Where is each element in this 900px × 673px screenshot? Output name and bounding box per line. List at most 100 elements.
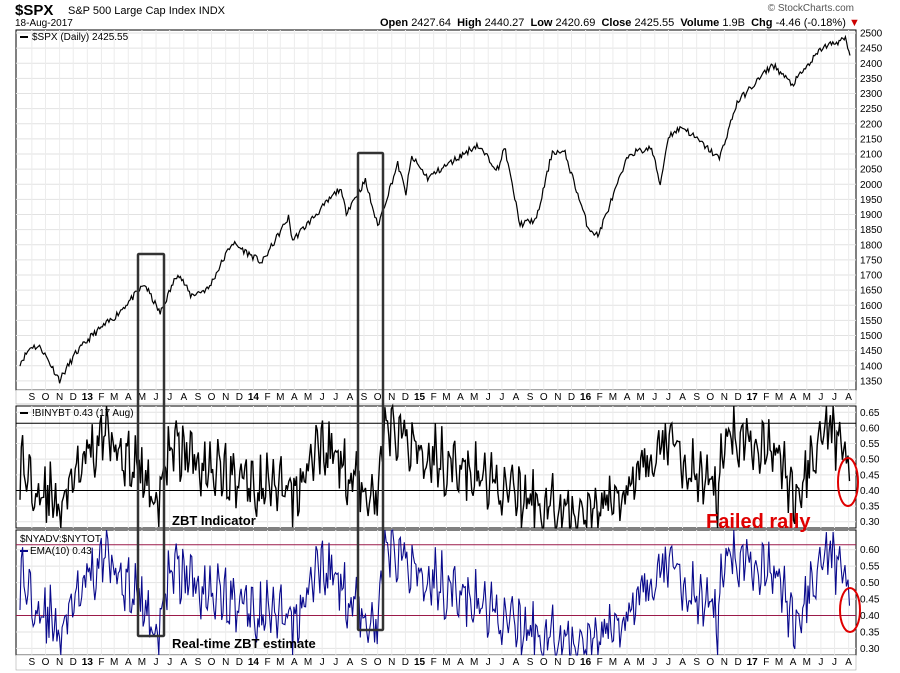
x-tick-label: O <box>208 392 216 403</box>
y-tick-label: 2150 <box>860 134 883 145</box>
x-tick-label: 14 <box>248 657 260 668</box>
x-tick-label: O <box>208 657 216 668</box>
x-tick-label: M <box>138 392 146 403</box>
y-tick-label: 2450 <box>860 44 883 55</box>
x-tick-label: D <box>568 657 575 668</box>
x-tick-label: F <box>98 392 104 403</box>
x-tick-label: A <box>347 657 354 668</box>
y-tick-label: 0.30 <box>860 644 880 655</box>
high-value: 2440.27 <box>484 17 525 29</box>
x-tick-label: A <box>790 657 797 668</box>
x-tick-label: J <box>666 657 671 668</box>
zbt-legend: !BINYBT 0.43 (17 Aug) <box>20 408 134 419</box>
low-value: 2420.69 <box>555 17 596 29</box>
x-tick-label: F <box>763 657 769 668</box>
x-tick-label: F <box>98 657 104 668</box>
x-tick-label: A <box>291 657 298 668</box>
y-tick-label: 1400 <box>860 361 883 372</box>
volume-label: Volume <box>680 17 720 29</box>
estimate-legend-text: EMA(10) 0.43 <box>30 546 92 557</box>
x-tick-label: M <box>803 657 811 668</box>
x-tick-label: N <box>721 657 728 668</box>
x-tick-label: M <box>803 392 811 403</box>
close-label: Close <box>601 17 632 29</box>
x-tick-label: A <box>790 392 797 403</box>
y-tick-label: 0.35 <box>860 502 880 513</box>
y-tick-label: 0.50 <box>860 578 880 589</box>
y-tick-label: 1700 <box>860 271 883 282</box>
x-tick-label: M <box>276 392 284 403</box>
y-tick-label: 0.45 <box>860 470 880 481</box>
x-tick-label: A <box>513 657 520 668</box>
x-tick-label: M <box>110 657 118 668</box>
y-tick-label: 2500 <box>860 29 883 40</box>
x-tick-label: S <box>527 392 534 403</box>
y-tick-label: 0.45 <box>860 595 880 606</box>
highlight-box-1 <box>136 252 166 638</box>
y-tick-label: 1500 <box>860 331 883 342</box>
x-tick-label: J <box>154 657 159 668</box>
x-tick-label: A <box>679 392 686 403</box>
x-tick-label: J <box>167 657 172 668</box>
close-value: 2425.55 <box>634 17 675 29</box>
month-strip <box>15 654 857 671</box>
failed-rally-circle-1 <box>837 457 859 507</box>
x-tick-label: J <box>333 392 338 403</box>
x-tick-label: J <box>818 657 823 668</box>
x-tick-label: S <box>361 657 368 668</box>
x-tick-label: M <box>442 657 450 668</box>
x-tick-label: F <box>597 657 603 668</box>
y-tick-label: 0.60 <box>860 423 880 434</box>
x-tick-label: J <box>320 392 325 403</box>
x-tick-label: F <box>264 392 270 403</box>
x-tick-label: S <box>693 657 700 668</box>
x-tick-label: 16 <box>580 657 592 668</box>
x-tick-label: D <box>236 392 243 403</box>
highlight-box-2 <box>356 151 385 632</box>
x-tick-label: D <box>734 657 741 668</box>
x-tick-label: M <box>775 392 783 403</box>
x-tick-label: J <box>832 657 837 668</box>
x-tick-label: D <box>236 657 243 668</box>
zbt-legend-text: !BINYBT 0.43 (17 Aug) <box>32 408 134 419</box>
x-tick-label: M <box>276 657 284 668</box>
x-tick-label: M <box>609 392 617 403</box>
x-tick-label: N <box>56 392 63 403</box>
y-tick-label: 0.65 <box>860 408 880 419</box>
x-tick-label: F <box>763 392 769 403</box>
x-tick-label: M <box>637 392 645 403</box>
y-tick-label: 1800 <box>860 240 883 251</box>
index-name-text: S&P 500 Large Cap Index <box>68 5 196 17</box>
x-tick-label: M <box>637 657 645 668</box>
x-tick-label: S <box>195 392 202 403</box>
y-tick-label: 2000 <box>860 180 883 191</box>
x-tick-label: 13 <box>82 392 94 403</box>
x-tick-label: O <box>706 392 714 403</box>
y-tick-label: 0.55 <box>860 439 880 450</box>
x-tick-label: M <box>470 392 478 403</box>
month-axis-3: S O N D 13 F M A M J J A S O N D 14 F M A M J J A S O N D 15 F M A M J J A S… <box>15 654 857 671</box>
x-tick-label: A <box>624 392 631 403</box>
x-tick-label: M <box>304 392 312 403</box>
y-tick-label: 2250 <box>860 104 883 115</box>
y-tick-label: 0.40 <box>860 611 880 622</box>
x-tick-label: S <box>693 392 700 403</box>
zbt-indicator-annotation: ZBT Indicator <box>172 513 256 528</box>
x-tick-label: N <box>388 392 395 403</box>
x-tick-label: A <box>457 657 464 668</box>
chg-value: -4.46 (-0.18%) <box>775 17 846 29</box>
y-tick-label: 2200 <box>860 119 883 130</box>
x-tick-label: O <box>374 657 382 668</box>
chart-date: 18-Aug-2017 <box>15 18 73 29</box>
x-tick-label: 17 <box>747 657 759 668</box>
x-tick-label: N <box>388 657 395 668</box>
y-tick-label: 0.30 <box>860 517 880 528</box>
y-tick-label: 2100 <box>860 150 883 161</box>
x-tick-label: O <box>540 657 548 668</box>
x-tick-label: S <box>28 657 35 668</box>
high-label: High <box>457 17 482 29</box>
panel-1: 1350 1400 1450 1500 1550 1600 1650 1700 1750 1800… <box>15 29 883 391</box>
